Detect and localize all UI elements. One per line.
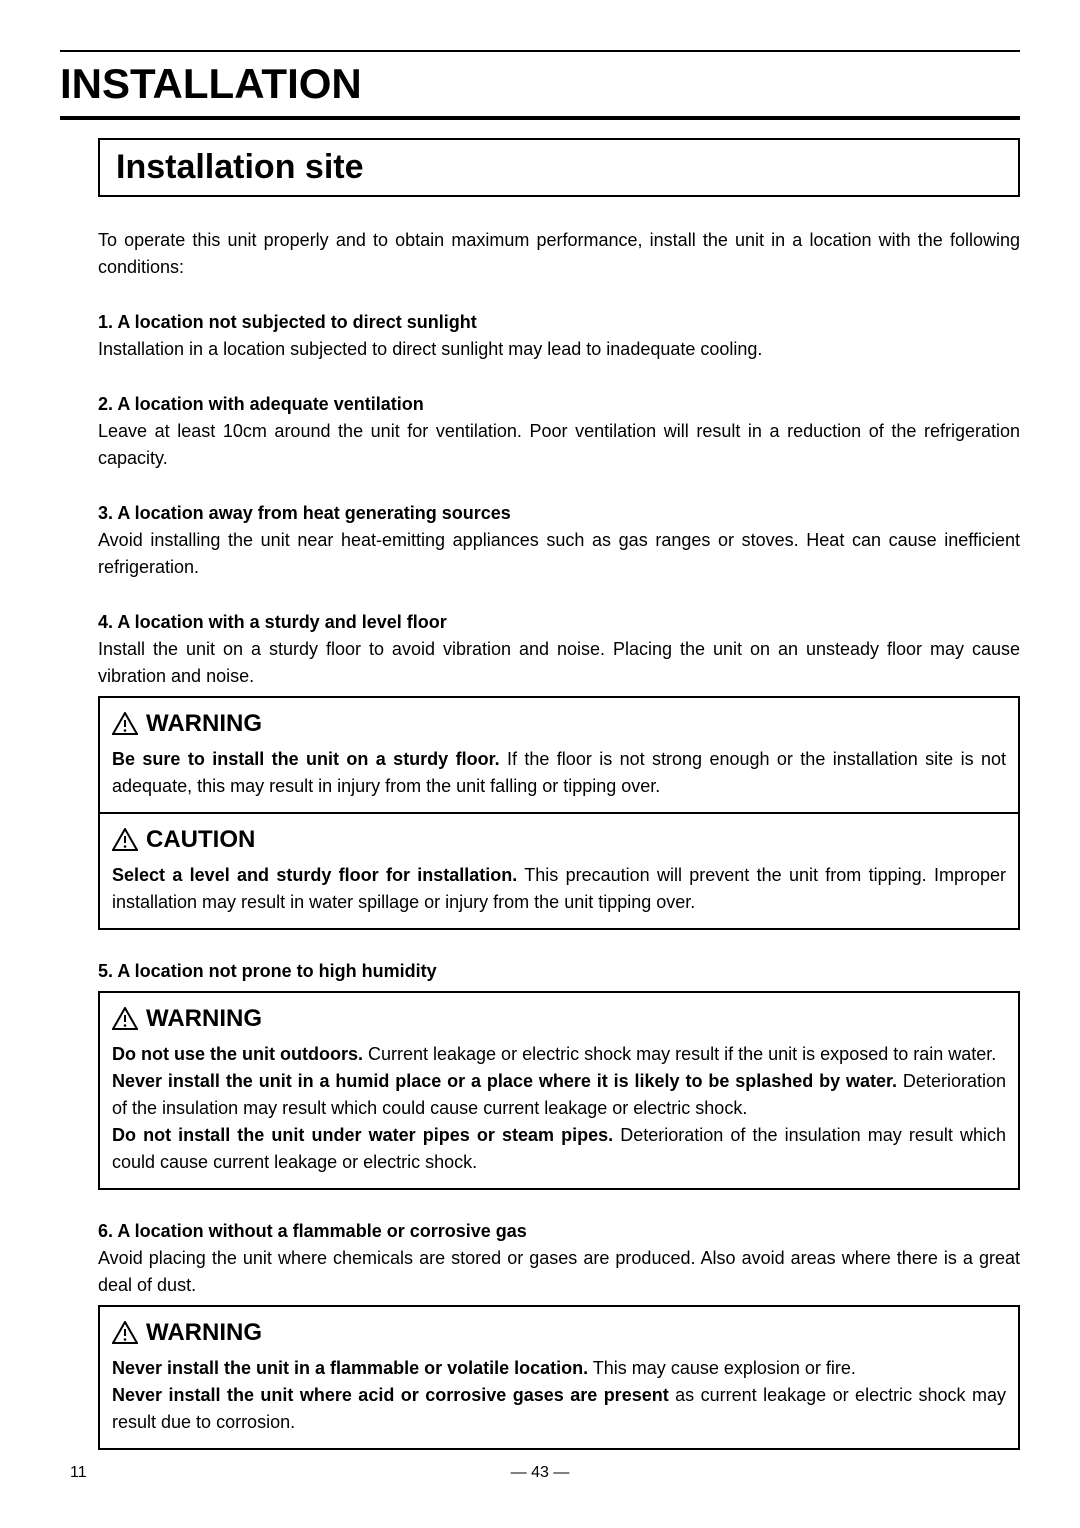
warning-2-p1-rest: Current leakage or electric shock may re… — [363, 1044, 996, 1064]
warning-2-p1: Do not use the unit outdoors. Current le… — [112, 1041, 1006, 1068]
caution-box-1: CAUTION Select a level and sturdy floor … — [98, 814, 1020, 930]
warning-3-p1-bold: Never install the unit in a flammable or… — [112, 1358, 588, 1378]
item-5: 5. A location not prone to high humidity — [98, 958, 1020, 985]
footer-page-left: 11 — [70, 1464, 87, 1482]
item-2-body: Leave at least 10cm around the unit for … — [98, 418, 1020, 472]
item-3-body: Avoid installing the unit near heat-emit… — [98, 527, 1020, 581]
item-1-body: Installation in a location subjected to … — [98, 336, 1020, 363]
top-rule — [60, 50, 1020, 52]
warning-3-p2: Never install the unit where acid or cor… — [112, 1382, 1006, 1436]
warning-icon — [112, 1321, 138, 1345]
warning-3-p1: Never install the unit in a flammable or… — [112, 1355, 1006, 1382]
item-3: 3. A location away from heat generating … — [98, 500, 1020, 581]
item-5-title: 5. A location not prone to high humidity — [98, 958, 1020, 985]
warning-1-bold: Be sure to install the unit on a sturdy … — [112, 749, 500, 769]
warning-3-p2-bold: Never install the unit where acid or cor… — [112, 1385, 669, 1405]
footer-page-center: — 43 — — [0, 1464, 1080, 1482]
item-1-title: 1. A location not subjected to direct su… — [98, 309, 1020, 336]
item-1: 1. A location not subjected to direct su… — [98, 309, 1020, 363]
item-3-title: 3. A location away from heat generating … — [98, 500, 1020, 527]
warning-2-label: WARNING — [146, 1001, 262, 1037]
thick-rule — [60, 116, 1020, 120]
warning-1-body: Be sure to install the unit on a sturdy … — [112, 746, 1006, 800]
main-title: INSTALLATION — [60, 56, 1020, 116]
warning-2-p1-bold: Do not use the unit outdoors. — [112, 1044, 363, 1064]
warning-2-p3: Do not install the unit under water pipe… — [112, 1122, 1006, 1176]
caution-1-body: Select a level and sturdy floor for inst… — [112, 862, 1006, 916]
caution-1-label: CAUTION — [146, 822, 255, 858]
warning-box-2: WARNING Do not use the unit outdoors. Cu… — [98, 991, 1020, 1190]
item-4-body: Install the unit on a sturdy floor to av… — [98, 636, 1020, 690]
item-6-body: Avoid placing the unit where chemicals a… — [98, 1245, 1020, 1299]
caution-1-bold: Select a level and sturdy floor for inst… — [112, 865, 517, 885]
warning-2-p3-bold: Do not install the unit under water pipe… — [112, 1125, 613, 1145]
item-4-title: 4. A location with a sturdy and level fl… — [98, 609, 1020, 636]
warning-box-1: WARNING Be sure to install the unit on a… — [98, 696, 1020, 814]
item-4: 4. A location with a sturdy and level fl… — [98, 609, 1020, 690]
warning-icon — [112, 828, 138, 852]
item-6-title: 6. A location without a flammable or cor… — [98, 1218, 1020, 1245]
intro-text: To operate this unit properly and to obt… — [98, 227, 1020, 281]
warning-icon — [112, 712, 138, 736]
warning-icon — [112, 1007, 138, 1031]
warning-3-p1-rest: This may cause explosion or fire. — [588, 1358, 856, 1378]
warning-1-label: WARNING — [146, 706, 262, 742]
item-2-title: 2. A location with adequate ventilation — [98, 391, 1020, 418]
item-2: 2. A location with adequate ventilation … — [98, 391, 1020, 472]
warning-2-p2-bold: Never install the unit in a humid place … — [112, 1071, 897, 1091]
page-footer: 11 — 43 — — [0, 1464, 1080, 1482]
warning-3-label: WARNING — [146, 1315, 262, 1351]
section-title: Installation site — [116, 148, 1002, 187]
warning-box-3: WARNING Never install the unit in a flam… — [98, 1305, 1020, 1450]
section-title-box: Installation site — [98, 138, 1020, 197]
warning-2-p2: Never install the unit in a humid place … — [112, 1068, 1006, 1122]
item-6: 6. A location without a flammable or cor… — [98, 1218, 1020, 1299]
